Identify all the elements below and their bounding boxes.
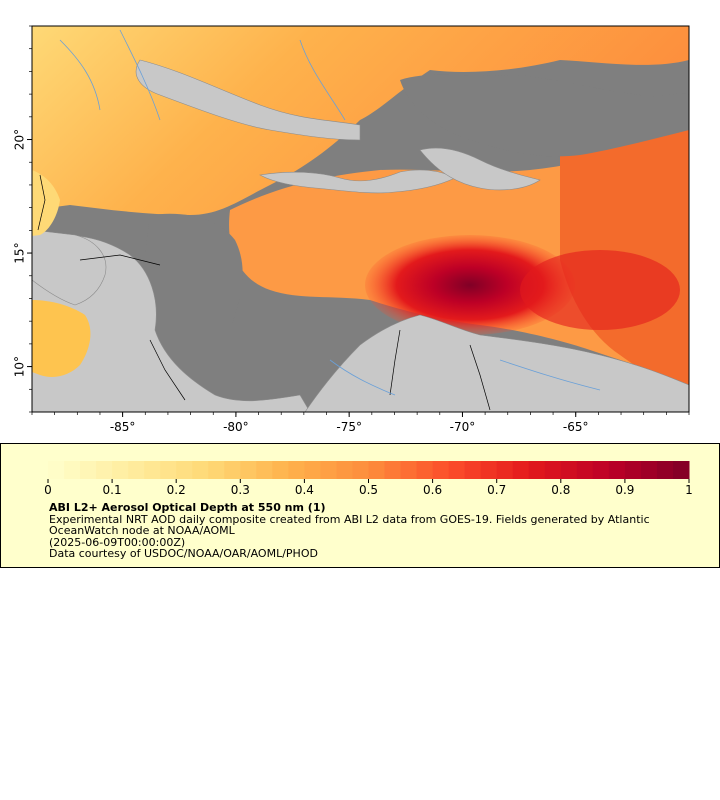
colorbar-cell	[384, 461, 402, 479]
y-axis: 10° 15° 20°	[13, 25, 32, 413]
map-area: -85° -80° -75° -70° -65° 10° 15° 20°	[13, 25, 690, 434]
colorbar-tick-label: 0.5	[359, 483, 378, 497]
map-frame	[31, 25, 690, 413]
colorbar-cell	[128, 461, 145, 479]
rivers	[59, 29, 601, 396]
colorbar-cell	[160, 461, 177, 479]
colorbar-cell	[528, 461, 546, 479]
colorbar-cell	[416, 461, 434, 479]
colorbar-cell	[240, 461, 257, 479]
colorbar-cell	[544, 461, 562, 479]
colorbar-cell	[320, 461, 337, 479]
colorbar-tick-label: 0.6	[423, 483, 442, 497]
aod-field-north	[32, 26, 689, 215]
aod-hotspot	[365, 235, 575, 335]
legend-description-line-1: Experimental NRT AOD daily composite cre…	[49, 512, 650, 526]
aod-map: -85° -80° -75° -70° -65° 10° 15° 20°	[13, 25, 690, 434]
colorbar-cell	[304, 461, 321, 479]
land-south-america	[304, 314, 689, 412]
colorbar-cell	[608, 461, 626, 479]
colorbar-tick-label: 0.2	[167, 483, 186, 497]
land-gulf-coast	[135, 59, 361, 141]
land-hispaniola	[419, 147, 541, 191]
country-borders	[37, 174, 491, 411]
colorbar-tick-label: 1	[685, 483, 693, 497]
colorbar-cell	[640, 461, 658, 479]
colorbar-cell	[592, 461, 610, 479]
colorbar-cell	[80, 461, 97, 479]
aod-florida	[32, 170, 60, 236]
colorbar-tick-label: 0.4	[295, 483, 314, 497]
y-tick-label: 15°	[13, 242, 27, 263]
legend-credit: Data courtesy of USDOC/NOAA/OAR/AOML/PHO…	[49, 547, 318, 560]
colorbar-cell	[48, 461, 65, 479]
y-tick-label: 10°	[13, 356, 27, 377]
colorbar-cells	[48, 461, 690, 479]
colorbar-cell	[272, 461, 289, 479]
colorbar-cell	[496, 461, 514, 479]
colorbar-cell	[656, 461, 674, 479]
x-tick-label: -75°	[336, 420, 362, 434]
colorbar-cell	[288, 461, 305, 479]
colorbar-tick-label: 0.8	[551, 483, 570, 497]
colorbar-cell	[64, 461, 81, 479]
y-tick-label: 20°	[13, 129, 27, 150]
colorbar-tick-label: 0.3	[231, 483, 250, 497]
colorbar-cell	[224, 461, 241, 479]
x-tick-label: -65°	[563, 420, 589, 434]
aod-yucatan	[32, 300, 91, 377]
x-tick-label: -85°	[110, 420, 136, 434]
colorbar-cell	[672, 461, 690, 479]
colorbar-cell	[192, 461, 209, 479]
x-tick-label: -70°	[450, 420, 476, 434]
colorbar-cell	[560, 461, 578, 479]
legend-date: (2025-06-09T00:00:00Z)	[49, 535, 186, 549]
colorbar-cell	[480, 461, 498, 479]
colorbar-cell	[400, 461, 418, 479]
colorbar-cell	[368, 461, 386, 479]
aod-hotspot-east	[520, 250, 680, 330]
land-yucatan	[32, 229, 107, 306]
colorbar-tick-label: 0.9	[615, 483, 634, 497]
colorbar-tick-label: 0	[44, 483, 52, 497]
colorbar-cell	[464, 461, 482, 479]
legend-text: ABI L2+ Aerosol Optical Depth at 550 nm …	[49, 502, 689, 560]
legend-panel: 0 0.1 0.2 0.3 0.4 0.5 0.6 0.7 0.8 0.9 1 ABI L2+ Ae…	[0, 443, 720, 568]
colorbar-tick-label: 0.7	[487, 483, 506, 497]
colorbar-cell	[336, 461, 353, 479]
legend-title: ABI L2+ Aerosol Optical Depth at 550 nm …	[49, 501, 326, 514]
x-axis: -85° -80° -75° -70° -65°	[31, 412, 690, 434]
colorbar-cell	[576, 461, 594, 479]
legend-description-line-2: OceanWatch node at NOAA/AOML	[49, 524, 235, 537]
colorbar-cell	[144, 461, 161, 479]
colorbar: 0 0.1 0.2 0.3 0.4 0.5 0.6 0.7 0.8 0.9 1	[44, 461, 693, 497]
colorbar-cell	[512, 461, 530, 479]
colorbar-cell	[112, 461, 129, 479]
colorbar-cell	[256, 461, 273, 479]
colorbar-cell	[208, 461, 225, 479]
x-tick-label: -80°	[223, 420, 249, 434]
colorbar-cell	[432, 461, 450, 479]
colorbar-ticks: 0 0.1 0.2 0.3 0.4 0.5 0.6 0.7 0.8 0.9 1	[44, 479, 693, 497]
colorbar-tick-label: 0.1	[103, 483, 122, 497]
colorbar-cell	[176, 461, 193, 479]
no-data-gap-1	[400, 74, 689, 157]
colorbar-cell	[352, 461, 369, 479]
colorbar-cell	[96, 461, 113, 479]
colorbar-cell	[624, 461, 642, 479]
colorbar-cell	[448, 461, 466, 479]
